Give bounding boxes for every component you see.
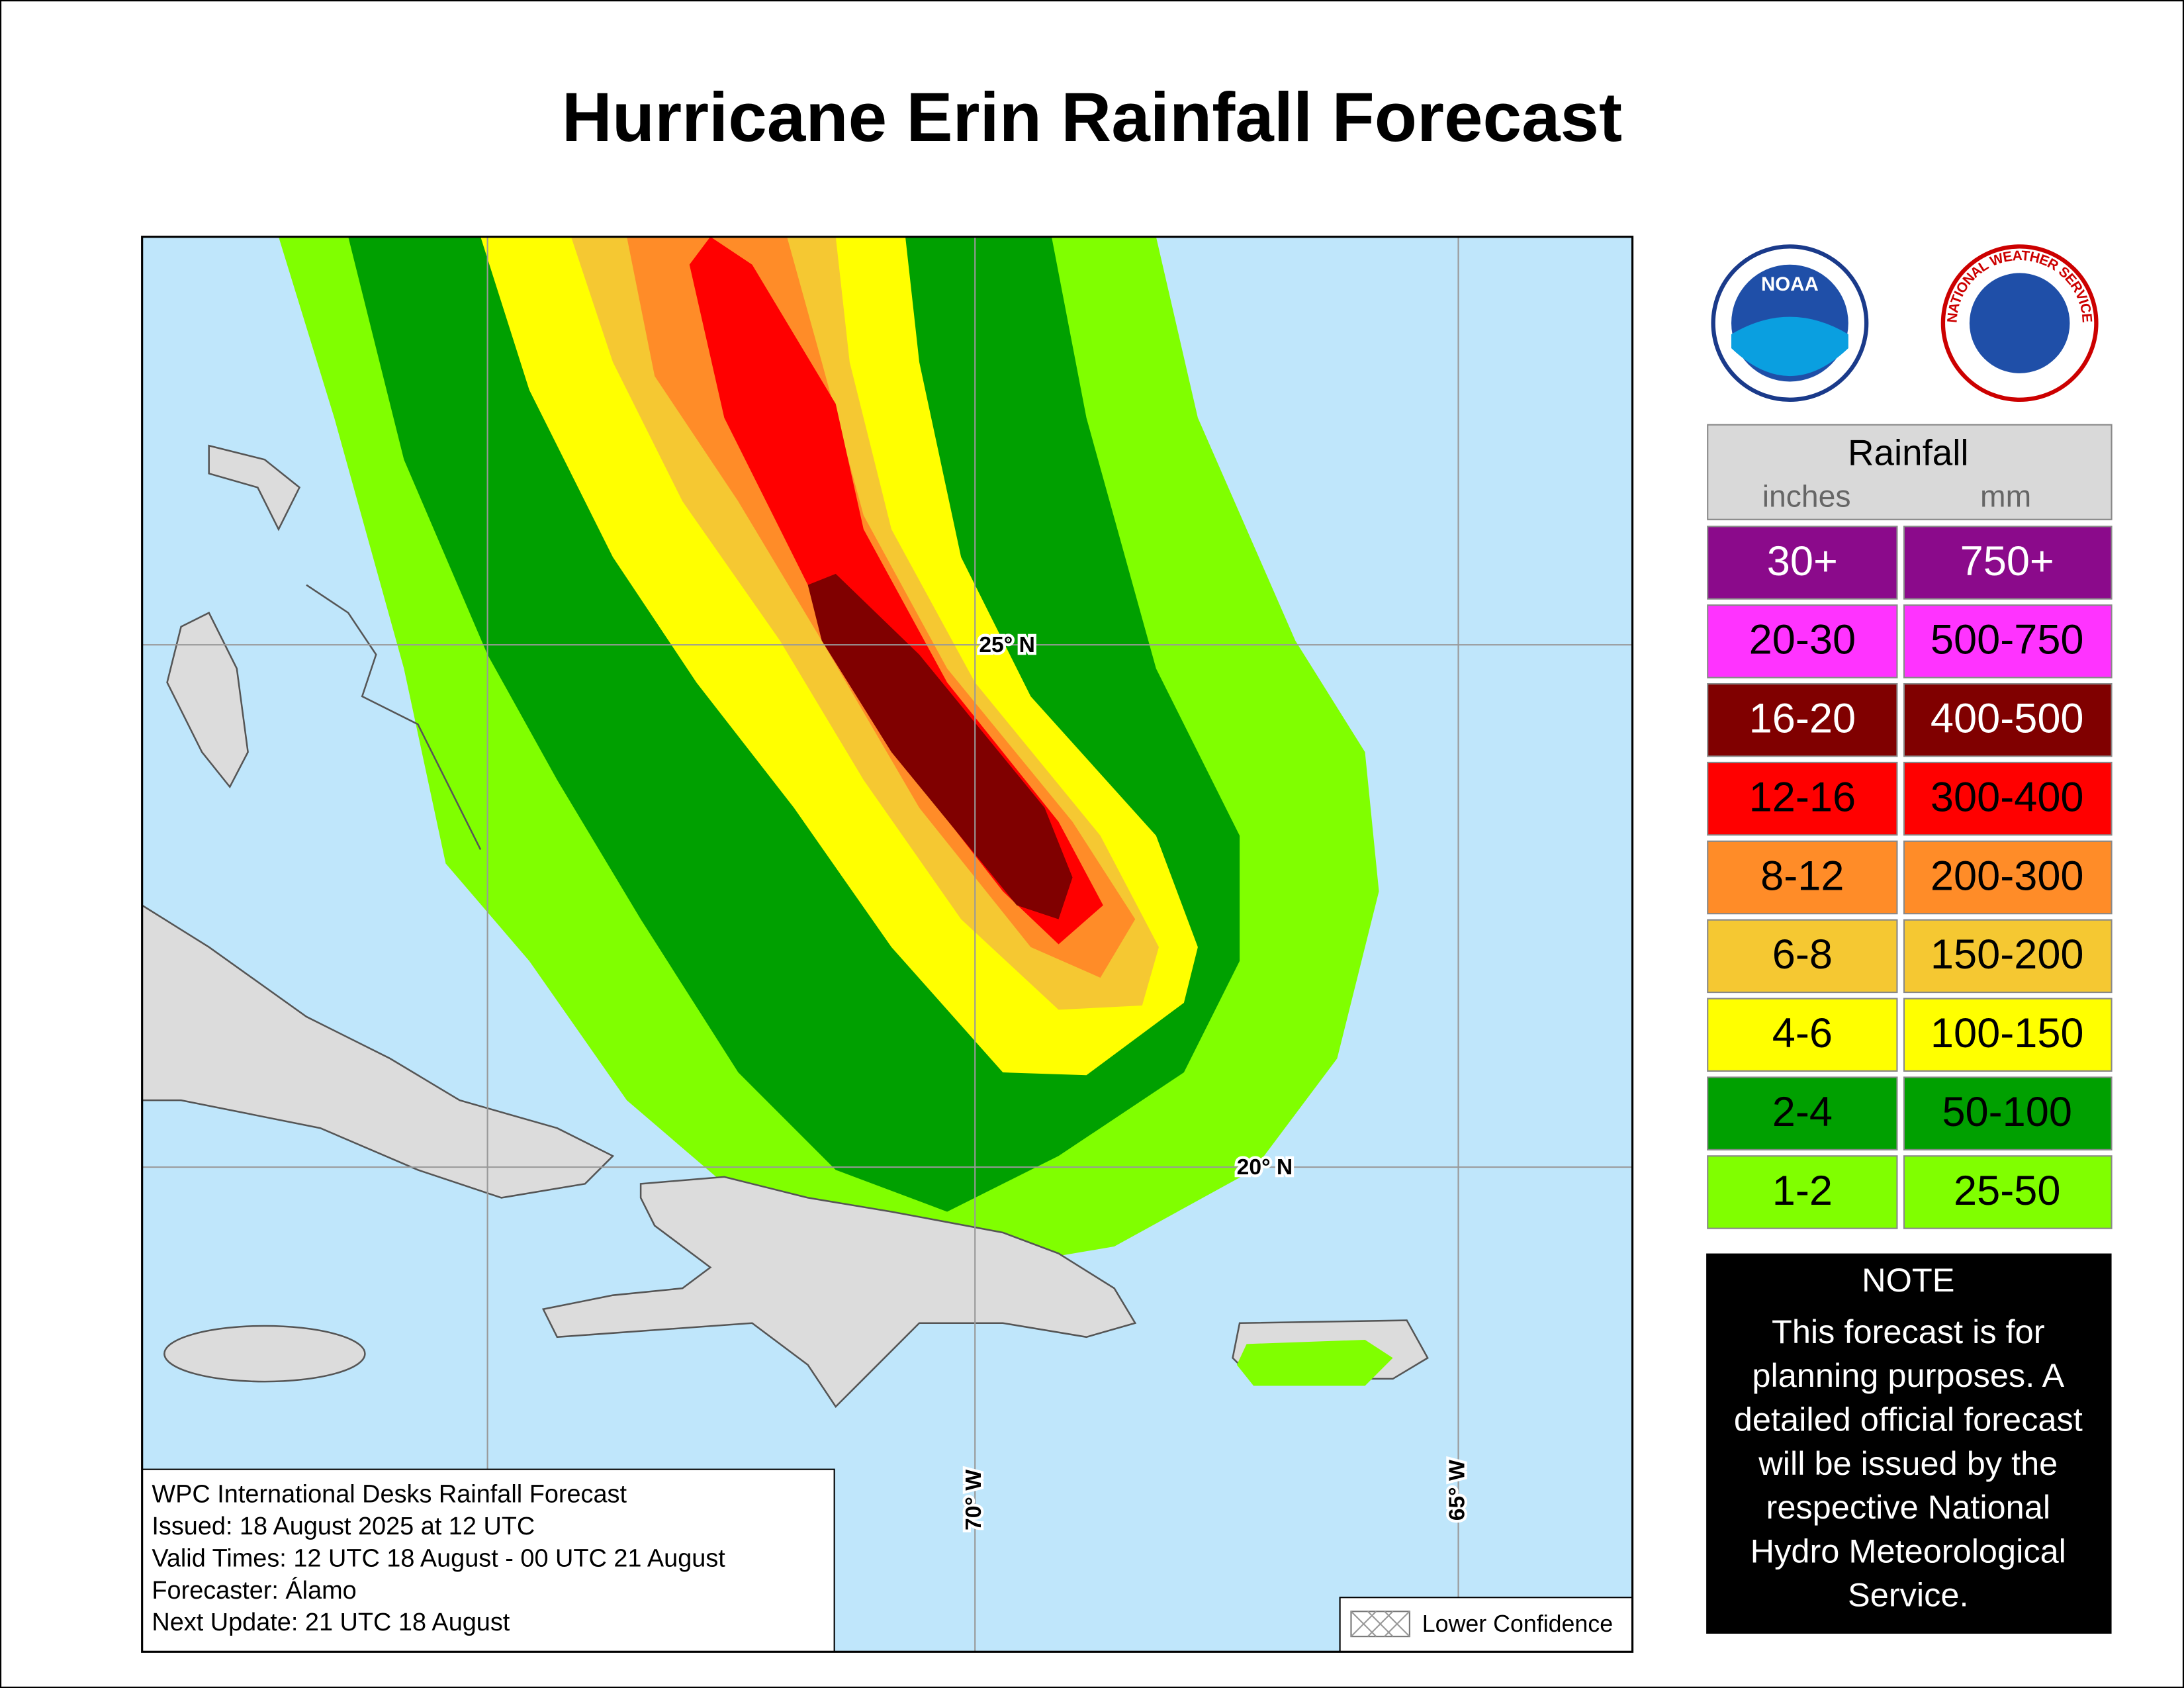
hatch <box>1350 1611 1410 1637</box>
legend-mm: 100-150 <box>1931 1010 2084 1056</box>
puerto-rico-band <box>1236 1340 1393 1386</box>
info-lines: WPC International Desks Rainfall Forecas… <box>152 1481 725 1637</box>
note-line: Hydro Meteorological <box>1751 1532 2066 1570</box>
legend-inches: 4-6 <box>1772 1010 1833 1056</box>
confidence-label: Lower Confidence <box>1422 1611 1613 1637</box>
note-box <box>1706 1253 2112 1634</box>
legend-mm: 750+ <box>1960 538 2054 585</box>
note-line: respective National <box>1766 1488 2051 1526</box>
info-line: WPC International Desks Rainfall Forecas… <box>152 1481 627 1509</box>
legend-swatch <box>1903 682 2113 757</box>
legend-swatch <box>1903 526 2113 600</box>
cuba <box>142 904 615 1199</box>
legend-rows: 30+ 750+ 20-30 500-750 16-20 400-500 12-16 300-… <box>1707 526 2113 1229</box>
map-border <box>141 236 1634 1653</box>
note-line: planning purposes. A <box>1752 1356 2064 1394</box>
legend-swatch <box>1903 1155 2113 1229</box>
legend-mm: 300-400 <box>1931 774 2084 820</box>
legend-swatch <box>1903 919 2113 994</box>
legend-inches: 1-2 <box>1772 1168 1833 1214</box>
bahamas-islands <box>306 584 482 850</box>
legend-mm: 500-750 <box>1931 617 2084 663</box>
info-line: Valid Times: 12 UTC 18 August - 00 UTC 2… <box>152 1544 725 1572</box>
bahamas-andros <box>166 612 249 789</box>
noaa-text: NOAA <box>1761 273 1819 295</box>
legend-swatch <box>1707 1155 1898 1229</box>
legend-swatch <box>1903 1076 2113 1150</box>
legend-mm: 400-500 <box>1931 696 2084 742</box>
legend-swatch <box>1707 761 1898 836</box>
legend-mm: 25-50 <box>1954 1168 2060 1214</box>
bahamas-abaco <box>208 444 301 532</box>
legend-title: Rainfall <box>1848 432 1968 473</box>
note-line: Service. <box>1848 1576 1968 1614</box>
legend-swatch <box>1707 1076 1898 1150</box>
noaa-wave <box>1731 316 1848 377</box>
band-16-20 <box>807 573 1073 919</box>
legend-mm: 150-200 <box>1931 931 2084 978</box>
legend-inches: 6-8 <box>1772 931 1833 978</box>
legend-swatch <box>1707 604 1898 679</box>
legend-swatch <box>1707 998 1898 1072</box>
note-line: detailed official forecast <box>1734 1400 2083 1438</box>
info-line: Next Update: 21 UTC 18 August <box>152 1609 510 1636</box>
title: Hurricane Erin Rainfall Forecast <box>562 79 1622 156</box>
legend-swatch <box>1707 526 1898 600</box>
legend-mm: 200-300 <box>1931 853 2084 899</box>
legend-swatch <box>1903 604 2113 679</box>
legend-column: mm <box>1980 479 2031 513</box>
map: 25° N 20° N 70° W 65° W WPC Internationa… <box>142 236 1633 1652</box>
legend-inches: 20-30 <box>1749 617 1856 663</box>
legend-swatch <box>1903 998 2113 1072</box>
grid-label: 65° W <box>1445 1460 1469 1521</box>
legend-inches: 16-20 <box>1749 696 1856 742</box>
grid-label: 20° N <box>1237 1155 1293 1180</box>
legend-inches: 2-4 <box>1772 1089 1833 1135</box>
legend-swatch <box>1707 840 1898 915</box>
info-line: Issued: 18 August 2025 at 12 UTC <box>152 1513 535 1540</box>
legend-inches: 8-12 <box>1760 853 1844 899</box>
info-line: Forecaster: Álamo <box>152 1576 356 1605</box>
legend-inches: 12-16 <box>1749 774 1856 820</box>
note-line: will be issued by the <box>1758 1444 2058 1482</box>
grid-label: 25° N <box>979 633 1035 657</box>
legend-mm: 50-100 <box>1942 1089 2072 1135</box>
nws-logo-inner <box>1969 273 2070 373</box>
note-lines: This forecast is for planning purposes. A… <box>1734 1313 2083 1614</box>
legend-column: inches <box>1762 479 1851 513</box>
info-box <box>142 1468 835 1652</box>
hispaniola <box>541 1176 1137 1408</box>
note-line: This forecast is for <box>1772 1313 2045 1350</box>
legend-swatch <box>1903 761 2113 836</box>
legend-swatch <box>1707 682 1898 757</box>
note-title: NOTE <box>1862 1261 1954 1299</box>
legend-header <box>1707 424 2113 520</box>
legend-inches: 30+ <box>1767 538 1838 585</box>
jamaica <box>163 1325 366 1383</box>
legend-swatch <box>1707 919 1898 994</box>
legend-swatch <box>1903 840 2113 915</box>
grid-label: 70° W <box>962 1470 986 1530</box>
